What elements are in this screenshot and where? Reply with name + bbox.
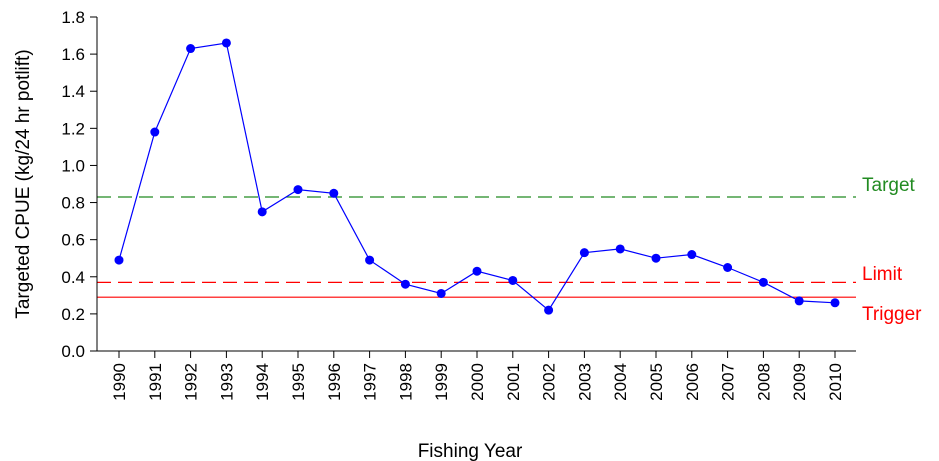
y-tick-label: 1.2 <box>61 119 85 138</box>
data-point-2009 <box>794 296 804 306</box>
x-tick-label: 1993 <box>217 363 236 401</box>
reference-label-target: Target <box>862 175 916 196</box>
data-point-2001 <box>508 275 518 285</box>
series-group <box>114 38 840 315</box>
reference-lines: Target Limit Trigger <box>97 175 922 325</box>
data-point-2008 <box>758 277 768 287</box>
axes: 0.0 0.2 0.4 0.6 0.8 1.0 1.2 1.4 1.6 1.8 1990 1991 19… <box>61 8 856 401</box>
reference-label-limit: Limit <box>862 264 903 285</box>
y-tick-label: 0.4 <box>61 268 85 287</box>
data-point-1991 <box>150 127 160 137</box>
y-tick-label: 1.8 <box>61 8 85 27</box>
x-tick-label: 2000 <box>468 363 487 401</box>
x-tick-label: 1996 <box>325 363 344 401</box>
data-point-2002 <box>544 305 554 315</box>
y-tick-label: 0.2 <box>61 305 85 324</box>
x-tick-label: 1994 <box>253 363 272 401</box>
y-tick-label: 1.0 <box>61 156 85 175</box>
x-tick-label: 1998 <box>396 363 415 401</box>
x-tick-label: 2009 <box>790 363 809 401</box>
data-point-2005 <box>651 253 661 263</box>
x-tick-label: 2003 <box>575 363 594 401</box>
data-point-1999 <box>436 288 446 298</box>
data-point-2000 <box>472 266 482 276</box>
data-point-2006 <box>687 250 697 260</box>
x-tick-label: 1995 <box>289 363 308 401</box>
x-tick-label: 1999 <box>432 363 451 401</box>
x-tick-label: 2008 <box>754 363 773 401</box>
y-tick-label: 0.8 <box>61 194 85 213</box>
data-point-2007 <box>723 263 733 272</box>
y-tick-label: 1.6 <box>61 45 85 64</box>
data-point-1990 <box>114 255 124 265</box>
data-point-2004 <box>615 244 625 254</box>
x-tick-label: 2007 <box>719 363 738 401</box>
x-tick-label: 2010 <box>826 363 845 401</box>
x-tick-label: 1990 <box>110 363 129 401</box>
y-tick-label: 1.4 <box>61 82 85 101</box>
data-point-2003 <box>579 248 589 258</box>
data-point-1993 <box>221 38 231 48</box>
x-tick-label: 2001 <box>504 363 523 401</box>
data-point-1992 <box>186 44 196 54</box>
data-point-1995 <box>293 185 303 195</box>
x-tick-label: 1992 <box>182 363 201 401</box>
x-tick-label: 2006 <box>683 363 702 401</box>
y-axis-title: Targeted CPUE (kg/24 hr potlift) <box>13 49 34 318</box>
x-tick-label: 1997 <box>361 363 380 401</box>
reference-label-trigger: Trigger <box>862 304 922 325</box>
x-tick-label: 2004 <box>611 363 630 401</box>
x-tick-label: 2002 <box>540 363 559 401</box>
data-point-1997 <box>365 255 375 265</box>
x-tick-label: 1991 <box>146 363 165 401</box>
x-axis-title: Fishing Year <box>418 441 523 461</box>
data-point-1998 <box>400 279 410 289</box>
x-tick-label: 2005 <box>647 363 666 401</box>
data-point-2010 <box>830 298 840 308</box>
y-tick-label: 0.6 <box>61 231 85 250</box>
y-tick-label: 0.0 <box>61 342 85 361</box>
data-point-1996 <box>329 188 339 198</box>
data-point-1994 <box>257 207 267 217</box>
